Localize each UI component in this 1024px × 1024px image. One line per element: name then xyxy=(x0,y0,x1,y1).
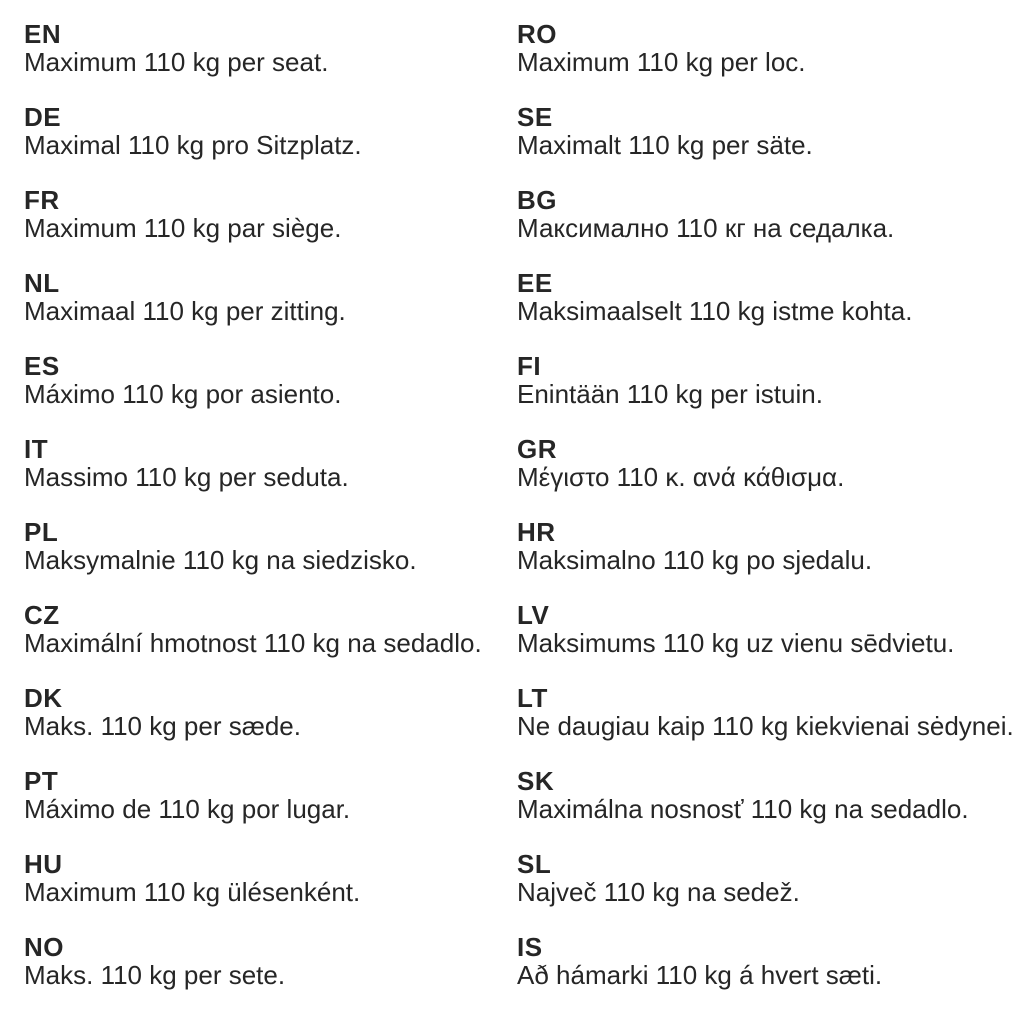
language-code-label: DE xyxy=(24,102,62,132)
language-code-label: FR xyxy=(24,185,60,215)
language-code-label: NL xyxy=(24,268,60,298)
language-code-label: DK xyxy=(24,683,63,713)
translation-text: Maksymalnie 110 kg na siedzisko. xyxy=(24,545,417,575)
translation-text: Maximum 110 kg ülésenként. xyxy=(24,877,361,907)
translation-text: Maximal 110 kg pro Sitzplatz. xyxy=(24,130,362,160)
language-code-label: EE xyxy=(517,268,553,298)
language-code-label: SK xyxy=(517,766,555,796)
language-code-label: PT xyxy=(24,766,59,796)
language-code-label: SE xyxy=(517,102,553,132)
language-entry: PT Máximo de 110 kg por lugar. xyxy=(24,767,517,823)
translation-text: Maximum 110 kg per loc. xyxy=(517,47,806,77)
language-entry: DE Maximal 110 kg pro Sitzplatz. xyxy=(24,103,517,159)
language-code-label: IS xyxy=(517,932,543,962)
language-entry: NO Maks. 110 kg per sete. xyxy=(24,933,517,989)
language-entry: DK Maks. 110 kg per sæde. xyxy=(24,684,517,740)
language-entry: LT Ne daugiau kaip 110 kg kiekvienai sėd… xyxy=(517,684,1014,740)
translation-text: Maximálna nosnosť 110 kg na sedadlo. xyxy=(517,794,969,824)
language-entry: PL Maksymalnie 110 kg na siedzisko. xyxy=(24,518,517,574)
language-code-label: CZ xyxy=(24,600,60,630)
language-code-label: IT xyxy=(24,434,49,464)
language-entry: GR Μέγιστο 110 κ. ανά κάθισμα. xyxy=(517,435,1014,491)
translation-text: Ne daugiau kaip 110 kg kiekvienai sėdyne… xyxy=(517,711,1014,741)
language-entry: HU Maximum 110 kg ülésenként. xyxy=(24,850,517,906)
language-code-label: LT xyxy=(517,683,548,713)
translation-text: Að hámarki 110 kg á hvert sæti. xyxy=(517,960,883,990)
translation-text: Maksimaalselt 110 kg istme kohta. xyxy=(517,296,913,326)
translation-text: Maks. 110 kg per sæde. xyxy=(24,711,301,741)
translation-text: Máximo de 110 kg por lugar. xyxy=(24,794,351,824)
language-code-label: HU xyxy=(24,849,63,879)
language-entry: RO Maximum 110 kg per loc. xyxy=(517,20,1014,76)
translation-text: Največ 110 kg na sedež. xyxy=(517,877,800,907)
language-code-label: EN xyxy=(24,19,62,49)
language-entry: ES Máximo 110 kg por asiento. xyxy=(24,352,517,408)
language-code-label: RO xyxy=(517,19,557,49)
language-entry: FR Maximum 110 kg par siège. xyxy=(24,186,517,242)
translation-text: Maks. 110 kg per sete. xyxy=(24,960,286,990)
translation-text: Máximo 110 kg por asiento. xyxy=(24,379,342,409)
language-entry: SL Največ 110 kg na sedež. xyxy=(517,850,1014,906)
translation-text: Enintään 110 kg per istuin. xyxy=(517,379,823,409)
translation-text: Maximální hmotnost 110 kg na sedadlo. xyxy=(24,628,482,658)
translation-text: Maximum 110 kg par siège. xyxy=(24,213,342,243)
language-entry: HR Maksimalno 110 kg po sjedalu. xyxy=(517,518,1014,574)
translation-text: Maximum 110 kg per seat. xyxy=(24,47,329,77)
translation-text: Максимално 110 кг на седалка. xyxy=(517,213,895,243)
language-code-label: PL xyxy=(24,517,59,547)
language-code-label: HR xyxy=(517,517,556,547)
translation-text: Maximaal 110 kg per zitting. xyxy=(24,296,346,326)
translation-text: Μέγιστο 110 κ. ανά κάθισμα. xyxy=(517,462,845,492)
language-entry: BG Максимално 110 кг на седалка. xyxy=(517,186,1014,242)
language-entry: NL Maximaal 110 kg per zitting. xyxy=(24,269,517,325)
language-entry: EN Maximum 110 kg per seat. xyxy=(24,20,517,76)
language-code-label: ES xyxy=(24,351,60,381)
language-entry: IS Að hámarki 110 kg á hvert sæti. xyxy=(517,933,1014,989)
language-entry: SE Maximalt 110 kg per säte. xyxy=(517,103,1014,159)
translation-text: Maksimums 110 kg uz vienu sēdvietu. xyxy=(517,628,955,658)
translation-text: Massimo 110 kg per seduta. xyxy=(24,462,349,492)
language-entry: EE Maksimaalselt 110 kg istme kohta. xyxy=(517,269,1014,325)
left-column: EN Maximum 110 kg per seat. DE Maximal 1… xyxy=(24,20,517,1024)
right-column: RO Maximum 110 kg per loc. SE Maximalt 1… xyxy=(517,20,1014,1024)
language-code-label: GR xyxy=(517,434,557,464)
language-code-label: SL xyxy=(517,849,552,879)
language-code-label: LV xyxy=(517,600,550,630)
language-code-label: BG xyxy=(517,185,557,215)
language-entry: LV Maksimums 110 kg uz vienu sēdvietu. xyxy=(517,601,1014,657)
language-entry: CZ Maximální hmotnost 110 kg na sedadlo. xyxy=(24,601,517,657)
language-code-label: NO xyxy=(24,932,64,962)
language-entry: IT Massimo 110 kg per seduta. xyxy=(24,435,517,491)
language-entry: SK Maximálna nosnosť 110 kg na sedadlo. xyxy=(517,767,1014,823)
translation-text: Maximalt 110 kg per säte. xyxy=(517,130,813,160)
language-entry: FI Enintään 110 kg per istuin. xyxy=(517,352,1014,408)
translation-text: Maksimalno 110 kg po sjedalu. xyxy=(517,545,873,575)
language-code-label: FI xyxy=(517,351,542,381)
